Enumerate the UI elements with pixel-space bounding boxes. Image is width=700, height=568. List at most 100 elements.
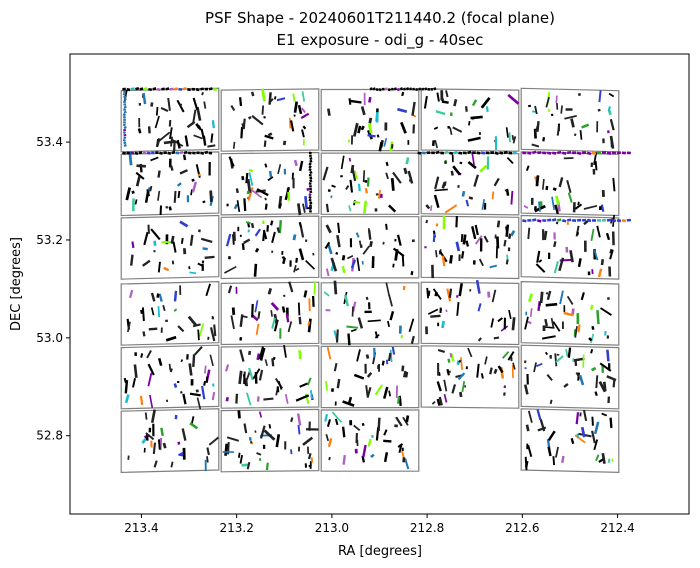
psf-whisker — [257, 311, 261, 319]
psf-whisker — [542, 137, 546, 142]
psf-whisker — [270, 301, 280, 311]
psf-whisker — [535, 362, 543, 368]
x-axis-ticks: 213.4 213.2 213.0 212.8 212.6 212.4 — [124, 514, 635, 535]
psf-whisker — [267, 132, 273, 137]
psf-whisker — [301, 107, 306, 114]
psf-whisker — [325, 268, 330, 277]
psf-whisker — [312, 252, 315, 256]
psf-whisker — [367, 133, 376, 138]
psf-whisker — [168, 206, 172, 211]
psf-whisker — [388, 294, 393, 307]
psf-whisker — [246, 461, 251, 470]
psf-whisker — [157, 439, 161, 450]
psf-whisker — [387, 320, 390, 327]
psf-whisker — [390, 144, 394, 149]
psf-whisker — [239, 337, 243, 341]
psf-whisker — [434, 188, 448, 192]
psf-whisker — [283, 344, 287, 358]
psf-whisker — [350, 328, 357, 333]
psf-whisker — [263, 429, 276, 441]
psf-whisker — [211, 315, 215, 320]
psf-whisker — [306, 377, 312, 386]
psf-whisker — [265, 462, 269, 471]
psf-whisker — [458, 359, 462, 363]
edge-whisker — [566, 150, 572, 155]
psf-whisker — [293, 159, 298, 167]
psf-whisker — [577, 92, 581, 96]
psf-whisker — [523, 204, 529, 209]
edge-whisker — [179, 150, 184, 155]
psf-whisker — [353, 424, 361, 432]
psf-whisker — [358, 240, 362, 246]
psf-whisker — [263, 116, 266, 119]
psf-whisker — [162, 305, 166, 312]
psf-whisker — [599, 307, 612, 316]
psf-whisker — [264, 134, 274, 140]
psf-whisker — [441, 320, 446, 329]
psf-whisker — [276, 97, 286, 102]
psf-whisker — [337, 222, 341, 234]
psf-whisker — [447, 358, 451, 363]
edge-whisker — [309, 190, 313, 194]
psf-whisker — [549, 399, 553, 405]
psf-whisker — [524, 367, 527, 370]
psf-whisker — [325, 203, 330, 213]
chip-outline — [120, 280, 220, 346]
edge-whisker — [122, 100, 127, 104]
psf-whisker — [158, 131, 171, 142]
edge-whisker — [165, 87, 170, 91]
psf-whisker — [209, 190, 213, 202]
psf-whisker — [296, 413, 302, 426]
psf-whisker — [192, 323, 201, 328]
psf-whisker — [493, 336, 500, 340]
edge-whisker — [405, 87, 410, 91]
psf-whisker — [208, 436, 220, 446]
psf-whisker — [325, 224, 332, 234]
psf-whisker — [543, 230, 548, 241]
psf-whisker — [333, 362, 338, 372]
psf-whisker — [441, 182, 446, 189]
psf-whisker — [536, 409, 542, 421]
psf-whisker — [246, 190, 250, 195]
psf-whisker — [597, 268, 603, 278]
psf-whisker — [177, 190, 181, 199]
psf-whisker — [150, 102, 154, 107]
psf-whisker — [527, 444, 533, 458]
edge-whisker — [123, 110, 127, 114]
psf-whisker — [203, 380, 207, 386]
psf-whisker — [282, 140, 287, 146]
edge-whisker — [494, 151, 499, 156]
psf-whisker — [402, 370, 407, 378]
edge-whisker — [309, 179, 313, 183]
psf-whisker — [484, 356, 488, 365]
psf-whisker — [434, 176, 440, 190]
psf-whisker — [573, 133, 577, 137]
psf-whisker — [286, 187, 291, 191]
psf-whisker — [326, 419, 331, 427]
psf-whisker — [606, 335, 610, 339]
psf-whisker — [135, 171, 145, 180]
psf-whisker — [313, 281, 316, 295]
edge-whisker — [122, 131, 126, 135]
psf-whisker — [209, 327, 216, 342]
chip-outline — [520, 344, 620, 410]
psf-whisker — [435, 110, 446, 116]
psf-whisker — [392, 171, 402, 184]
psf-whisker — [202, 200, 206, 204]
x-tick-label: 213.4 — [124, 521, 158, 535]
psf-whisker — [273, 96, 277, 100]
psf-whisker — [536, 250, 541, 263]
psf-whisker — [385, 223, 388, 230]
psf-whisker — [341, 254, 346, 261]
psf-whisker — [165, 335, 177, 342]
edge-whisker — [399, 87, 404, 91]
psf-whisker — [577, 324, 581, 333]
edge-whisker — [213, 87, 217, 92]
psf-whisker — [535, 263, 546, 273]
psf-whisker — [209, 354, 214, 367]
psf-whisker — [593, 439, 599, 451]
psf-whisker — [225, 364, 230, 372]
psf-whisker — [224, 265, 237, 274]
psf-whisker — [567, 192, 573, 203]
psf-whisker — [410, 335, 415, 344]
